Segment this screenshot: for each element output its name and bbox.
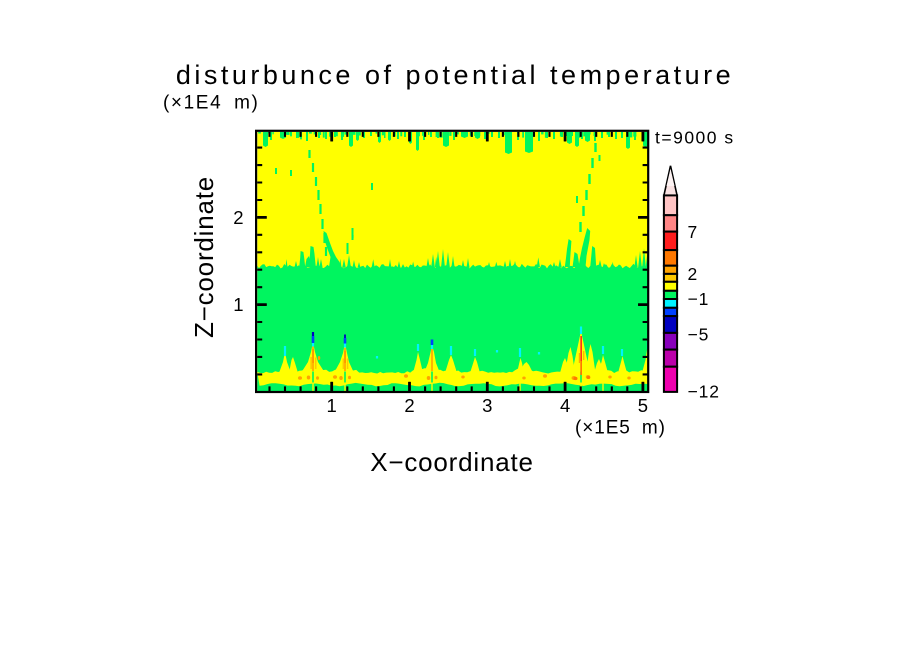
svg-text:Z−coordinate: Z−coordinate (189, 176, 219, 338)
svg-text:X−coordinate: X−coordinate (370, 447, 534, 477)
svg-text:disturbunce of potential tempe: disturbunce of potential temperature (176, 60, 734, 90)
svg-text:(×1E5 m): (×1E5 m) (575, 418, 666, 439)
svg-text:2: 2 (688, 264, 699, 284)
svg-text:2: 2 (233, 207, 243, 228)
svg-text:−1: −1 (688, 289, 710, 309)
svg-text:1: 1 (327, 395, 337, 416)
svg-text:t=9000 s: t=9000 s (655, 128, 735, 148)
svg-text:−12: −12 (688, 382, 720, 402)
svg-text:4: 4 (560, 395, 570, 416)
svg-text:2: 2 (404, 395, 414, 416)
svg-text:1: 1 (233, 294, 243, 315)
svg-text:(×1E4 m): (×1E4 m) (163, 93, 259, 114)
svg-text:7: 7 (688, 222, 699, 242)
svg-text:3: 3 (482, 395, 492, 416)
svg-text:5: 5 (638, 395, 648, 416)
svg-text:−5: −5 (688, 325, 710, 345)
